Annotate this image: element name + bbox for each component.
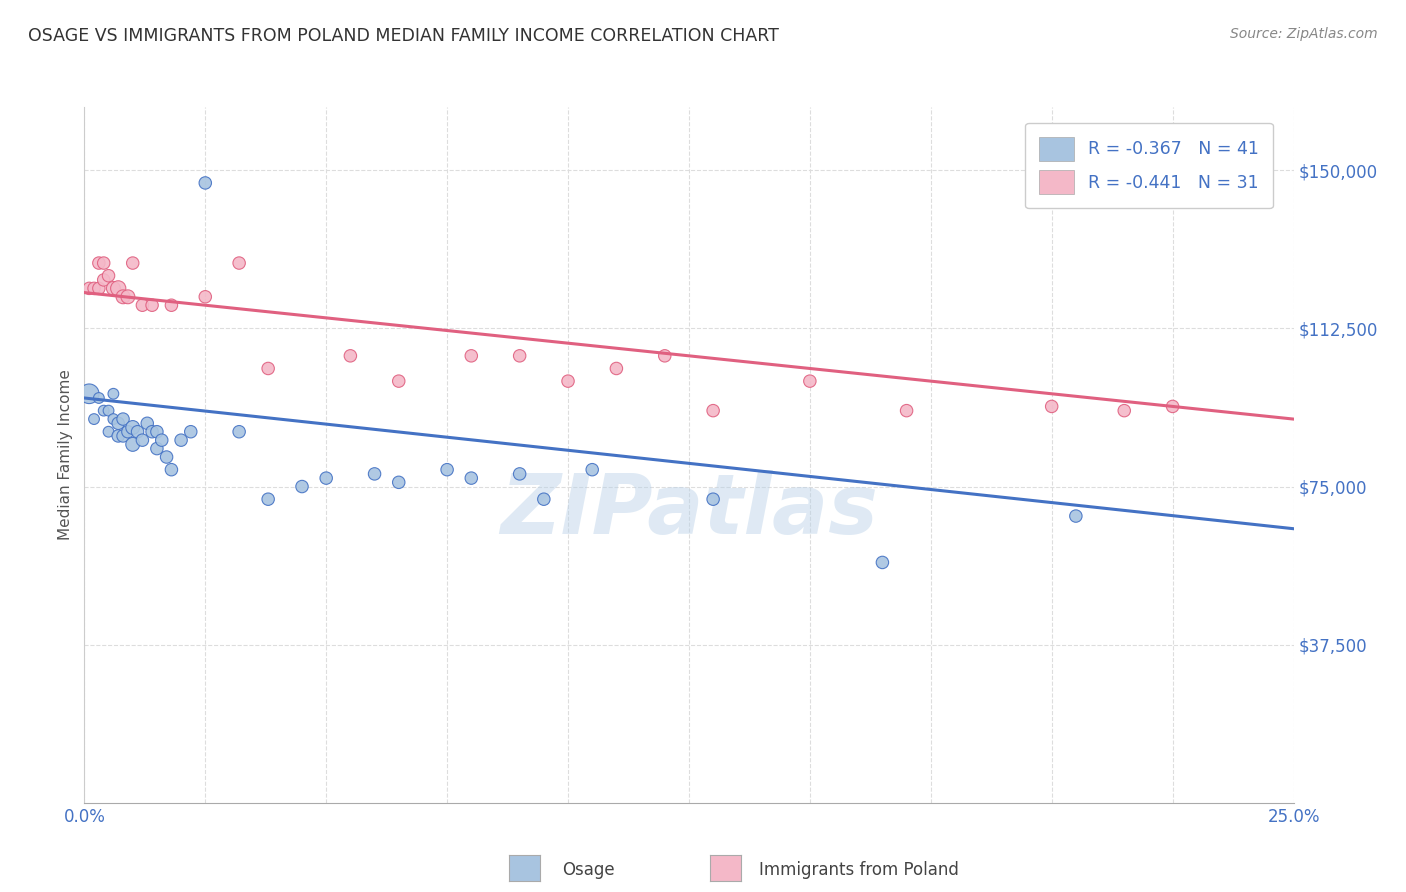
- Point: [896, 403, 918, 417]
- Point: [83, 281, 105, 295]
- Point: [339, 349, 361, 363]
- Text: Osage: Osage: [562, 861, 614, 879]
- Point: [228, 425, 250, 439]
- Point: [93, 273, 115, 287]
- Point: [141, 298, 163, 312]
- Point: [533, 492, 555, 507]
- Point: [121, 420, 143, 434]
- Point: [93, 256, 115, 270]
- Point: [872, 556, 894, 570]
- Point: [1064, 509, 1087, 524]
- Point: [112, 290, 135, 304]
- Point: [83, 412, 105, 426]
- Point: [87, 256, 110, 270]
- Point: [291, 479, 314, 493]
- Text: Immigrants from Poland: Immigrants from Poland: [759, 861, 959, 879]
- Point: [107, 429, 129, 443]
- Point: [136, 417, 159, 431]
- Point: [799, 374, 821, 388]
- Point: [702, 403, 724, 417]
- Point: [702, 492, 724, 507]
- Point: [121, 437, 143, 451]
- Point: [103, 412, 125, 426]
- Point: [257, 361, 280, 376]
- Point: [194, 290, 217, 304]
- Point: [180, 425, 202, 439]
- Point: [388, 475, 411, 490]
- Point: [97, 268, 120, 283]
- Point: [146, 425, 169, 439]
- Point: [388, 374, 411, 388]
- Text: OSAGE VS IMMIGRANTS FROM POLAND MEDIAN FAMILY INCOME CORRELATION CHART: OSAGE VS IMMIGRANTS FROM POLAND MEDIAN F…: [28, 27, 779, 45]
- Point: [654, 349, 676, 363]
- Point: [436, 463, 458, 477]
- Point: [557, 374, 579, 388]
- Point: [257, 492, 280, 507]
- Point: [112, 412, 135, 426]
- Point: [121, 256, 143, 270]
- Point: [93, 403, 115, 417]
- Point: [605, 361, 627, 376]
- Point: [107, 281, 129, 295]
- Point: [141, 425, 163, 439]
- Point: [103, 386, 125, 401]
- Point: [509, 349, 531, 363]
- Point: [77, 386, 100, 401]
- Point: [131, 298, 153, 312]
- Point: [127, 425, 149, 439]
- Point: [170, 433, 193, 447]
- Point: [460, 349, 482, 363]
- Point: [87, 391, 110, 405]
- Point: [1114, 403, 1136, 417]
- Point: [581, 463, 603, 477]
- Point: [87, 281, 110, 295]
- Text: Source: ZipAtlas.com: Source: ZipAtlas.com: [1230, 27, 1378, 41]
- Point: [131, 433, 153, 447]
- Point: [160, 298, 183, 312]
- Point: [509, 467, 531, 481]
- Point: [460, 471, 482, 485]
- Point: [112, 429, 135, 443]
- Point: [228, 256, 250, 270]
- Point: [117, 425, 139, 439]
- Point: [77, 281, 100, 295]
- Point: [97, 425, 120, 439]
- Point: [107, 417, 129, 431]
- Point: [1161, 400, 1184, 414]
- Point: [1040, 400, 1063, 414]
- Legend: R = -0.367   N = 41, R = -0.441   N = 31: R = -0.367 N = 41, R = -0.441 N = 31: [1025, 123, 1272, 208]
- Point: [150, 433, 173, 447]
- Point: [117, 290, 139, 304]
- Point: [315, 471, 337, 485]
- Y-axis label: Median Family Income: Median Family Income: [58, 369, 73, 541]
- Point: [363, 467, 385, 481]
- Text: ZIPatlas: ZIPatlas: [501, 470, 877, 551]
- Point: [194, 176, 217, 190]
- Point: [97, 403, 120, 417]
- Point: [146, 442, 169, 456]
- Point: [103, 281, 125, 295]
- Point: [160, 463, 183, 477]
- Point: [155, 450, 177, 464]
